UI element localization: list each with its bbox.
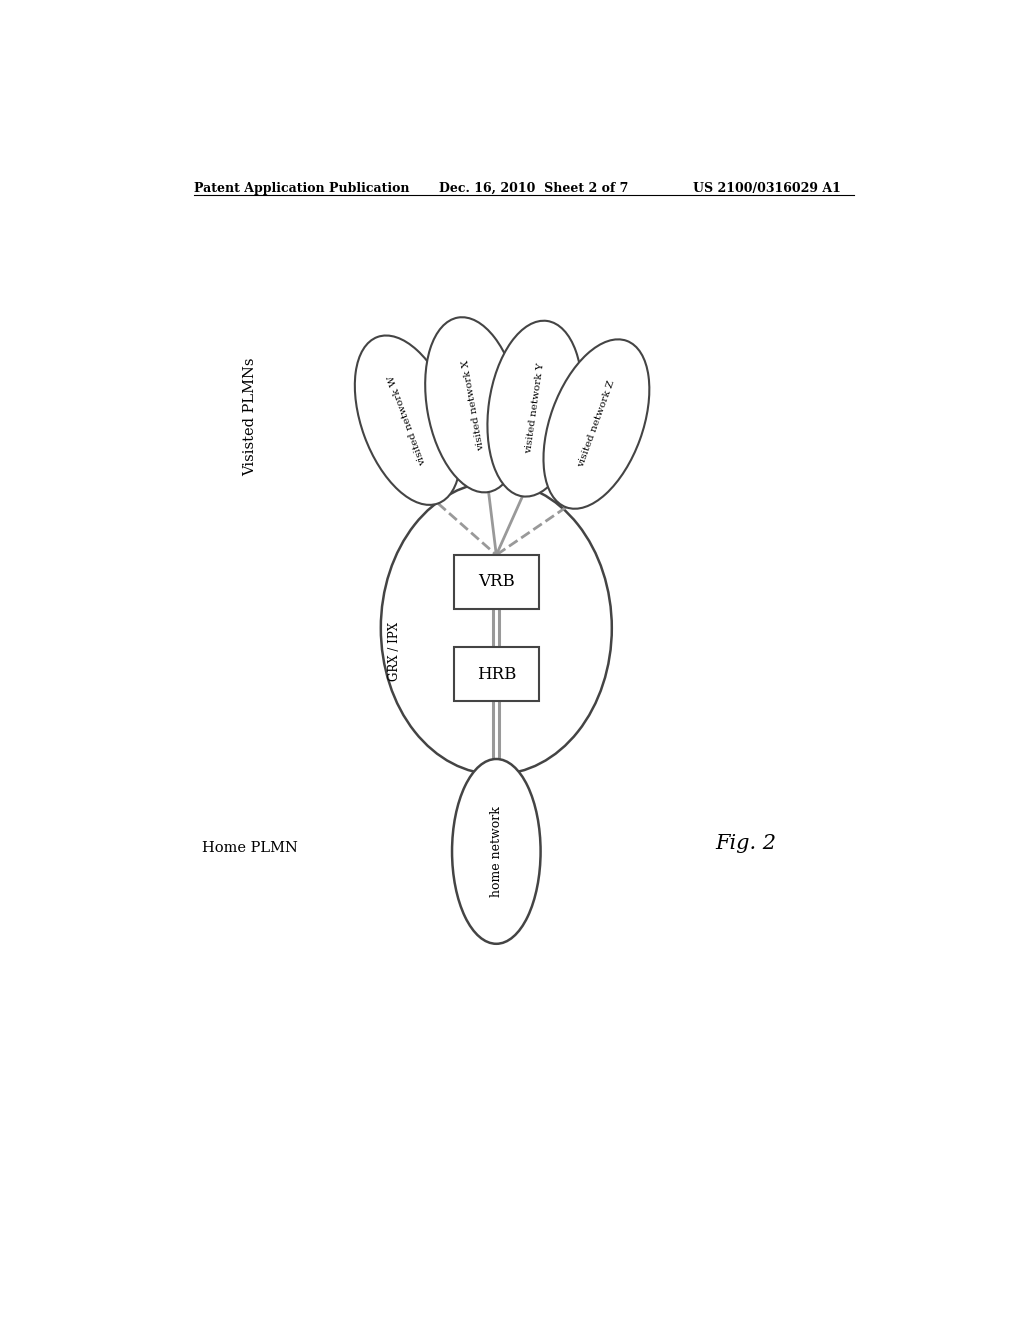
Ellipse shape	[355, 335, 461, 504]
Ellipse shape	[425, 317, 521, 492]
Text: home network: home network	[489, 807, 503, 896]
Text: HRB: HRB	[476, 665, 516, 682]
Ellipse shape	[452, 759, 541, 944]
Text: visited network Y: visited network Y	[524, 363, 546, 454]
Text: Home PLMN: Home PLMN	[202, 841, 298, 854]
Text: Fig. 2: Fig. 2	[716, 834, 777, 853]
Text: Dec. 16, 2010  Sheet 2 of 7: Dec. 16, 2010 Sheet 2 of 7	[438, 182, 628, 194]
Text: Visisted PLMNs: Visisted PLMNs	[243, 358, 257, 475]
Text: Patent Application Publication: Patent Application Publication	[194, 182, 410, 194]
Ellipse shape	[381, 482, 611, 775]
Ellipse shape	[487, 321, 583, 496]
Text: VRB: VRB	[478, 573, 515, 590]
FancyBboxPatch shape	[454, 647, 539, 701]
Text: visited network X: visited network X	[461, 359, 485, 451]
Text: visited network Z: visited network Z	[577, 379, 616, 469]
Text: US 2100/0316029 A1: US 2100/0316029 A1	[692, 182, 841, 194]
FancyBboxPatch shape	[454, 554, 539, 609]
Text: visited network W: visited network W	[387, 374, 428, 466]
Text: GRX / IPX: GRX / IPX	[388, 622, 401, 681]
Ellipse shape	[544, 339, 649, 508]
